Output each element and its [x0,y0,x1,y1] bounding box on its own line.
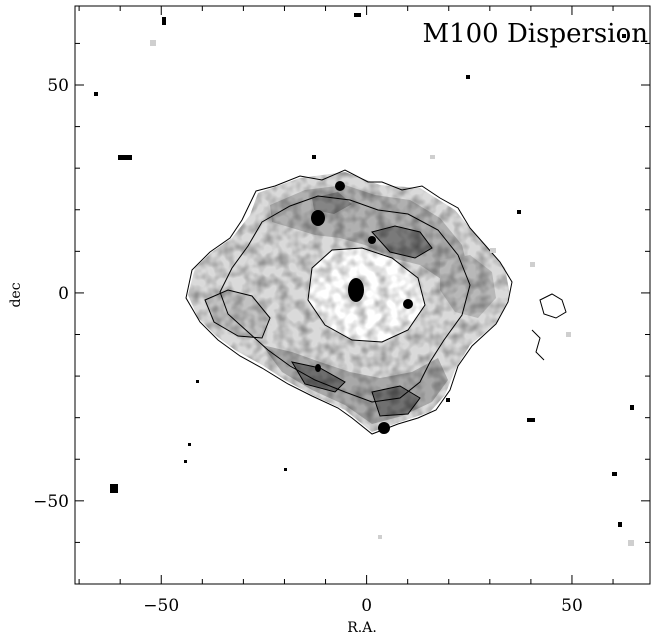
contour-hole [307,247,426,343]
dark-knots [311,181,413,434]
contour-dark-3 [371,385,421,417]
x-tick-label: −50 [143,596,179,616]
axis-ticks: −50 0 50 −50 0 50 [33,6,650,616]
contour-dark-1 [371,225,433,259]
faint-pixels [150,40,634,546]
x-axis-label: R.A. [347,620,377,636]
y-axis-label: dec [8,282,24,307]
y-tick-label: −50 [33,492,69,512]
contour-outer [185,169,513,435]
plot-title: M100 Dispersion [422,19,648,49]
y-tick-label: 50 [47,76,69,96]
x-tick-label: 0 [361,596,372,616]
contour-east-tail [531,329,545,361]
plot-frame [74,5,651,585]
contour-lines [185,169,567,435]
contour-inner-ring [219,195,471,403]
contour-east-blob [539,293,567,319]
scattered-pixels [94,13,634,527]
y-tick-label: 0 [58,284,69,304]
x-tick-label: 50 [561,596,583,616]
galaxy-map [94,13,634,546]
contour-west [204,289,271,339]
